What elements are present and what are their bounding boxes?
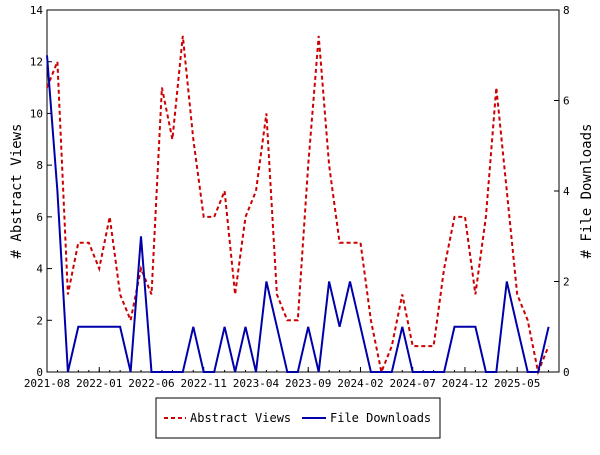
y-right-axis: 0 2 4 6 8 xyxy=(554,4,570,379)
y-left-tick-label: 2 xyxy=(36,314,43,327)
x-tick-label: 2024-02 xyxy=(337,377,383,390)
x-tick-label: 2024-07 xyxy=(390,377,436,390)
x-tick-label: 2022-06 xyxy=(128,377,174,390)
y-right-tick-label: 0 xyxy=(563,366,570,379)
y-left-tick-label: 8 xyxy=(36,159,43,172)
legend: Abstract Views File Downloads xyxy=(155,397,441,439)
x-tick-label: 2022-01 xyxy=(76,377,122,390)
plot-area xyxy=(46,9,560,373)
legend-label-abstract-views: Abstract Views xyxy=(190,411,291,425)
y-right-tick-label: 4 xyxy=(563,185,570,198)
y-left-tick-label: 0 xyxy=(36,366,43,379)
legend-label-file-downloads: File Downloads xyxy=(330,411,431,425)
x-tick-label: 2021-08 xyxy=(24,377,70,390)
legend-box xyxy=(155,397,441,439)
y-left-tick-label: 4 xyxy=(36,263,43,276)
x-tick-label: 2025-05 xyxy=(494,377,540,390)
series-line-file-downloads xyxy=(46,55,550,373)
series-line-abstract-views xyxy=(46,35,550,376)
y-left-axis-title: # Abstract Views xyxy=(9,124,25,259)
y-left-tick-label: 10 xyxy=(30,107,43,120)
x-tick-label: 2023-09 xyxy=(285,377,331,390)
y-left-tick-label: 12 xyxy=(30,56,43,69)
y-left-tick-label: 6 xyxy=(36,211,43,224)
y-right-tick-label: 8 xyxy=(563,4,570,17)
y-right-tick-label: 6 xyxy=(563,95,570,108)
series-layer xyxy=(46,35,550,376)
y-right-tick-label: 2 xyxy=(563,276,570,289)
y-left-tick-label: 14 xyxy=(30,4,44,17)
y-left-axis: 0 2 4 6 8 10 12 14 xyxy=(30,4,52,379)
x-tick-label: 2022-11 xyxy=(181,377,227,390)
y-right-axis-title: # File Downloads xyxy=(579,124,595,259)
x-tick-label: 2024-12 xyxy=(442,377,488,390)
x-tick-label: 2023-04 xyxy=(233,377,280,390)
x-axis: 2021-08 2022-01 2022-06 2022-11 2023-04 2023-… xyxy=(24,367,550,390)
